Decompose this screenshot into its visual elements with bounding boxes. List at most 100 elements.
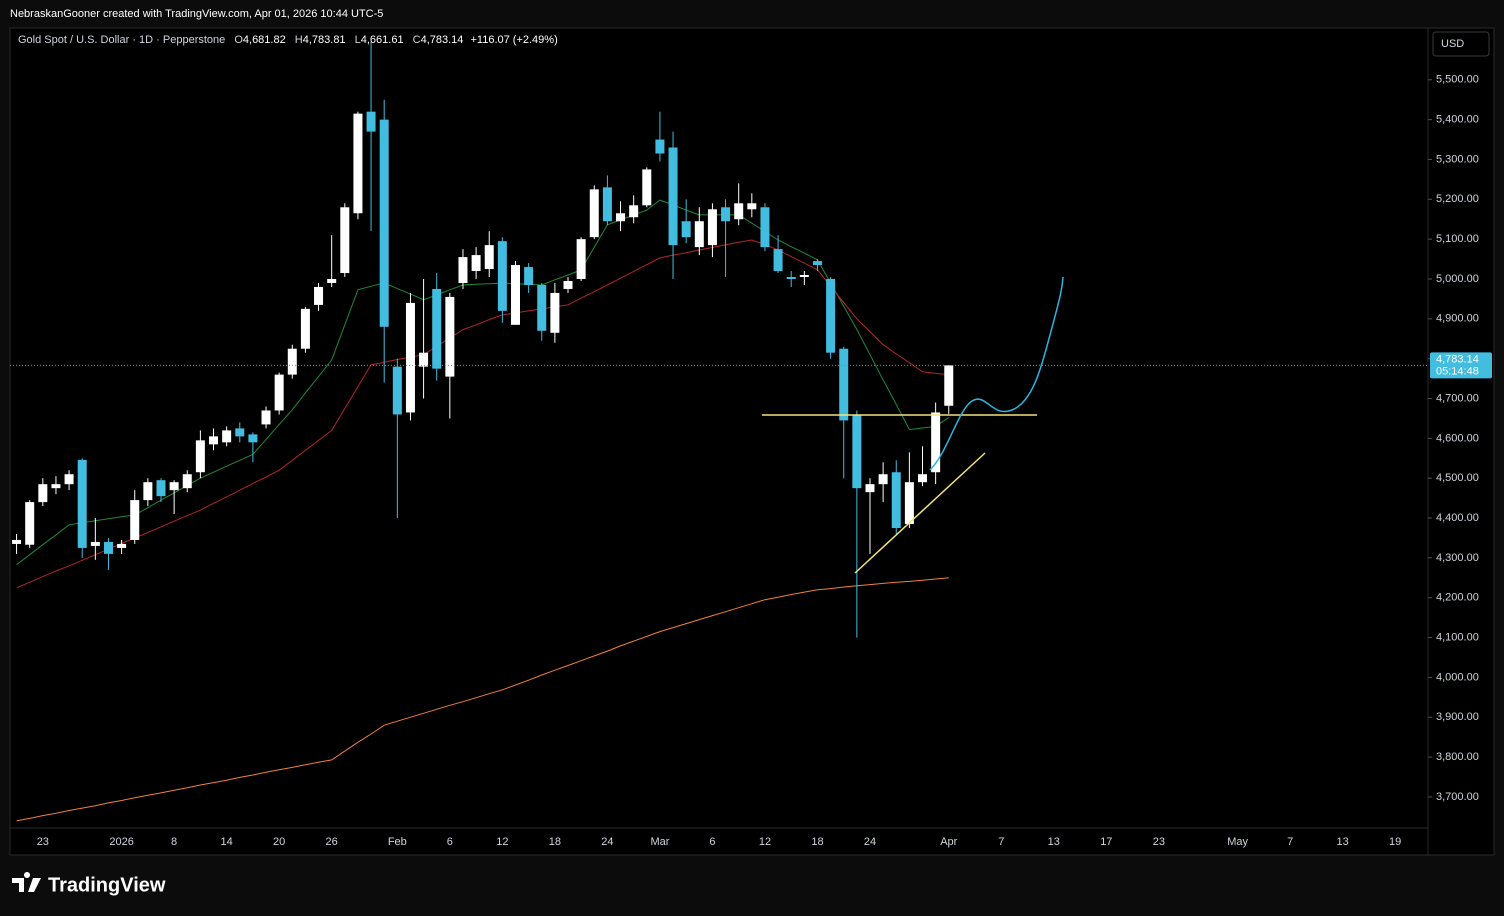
x-tick-label: 26 xyxy=(326,836,338,848)
close-label: C xyxy=(412,34,421,46)
candle-body xyxy=(537,284,547,331)
candle-body xyxy=(694,221,704,248)
candle-body xyxy=(314,286,324,305)
low-label: L xyxy=(354,34,361,46)
candle-body xyxy=(799,275,809,278)
candle-body xyxy=(668,147,678,246)
candle-body xyxy=(891,472,901,528)
low-value: 4,661.61 xyxy=(360,34,404,46)
candle-body xyxy=(681,221,691,238)
candle-body xyxy=(826,278,836,353)
candle-body xyxy=(64,474,74,485)
x-tick-label: 2026 xyxy=(109,836,133,848)
candle-body xyxy=(944,365,954,406)
projection-curve xyxy=(929,276,1064,471)
candle-body xyxy=(931,412,941,473)
candle-body xyxy=(117,543,127,548)
candle-body xyxy=(747,203,757,210)
x-tick-label: 24 xyxy=(864,836,876,848)
y-tick-label: 4,000.00 xyxy=(1436,671,1479,683)
candle-body xyxy=(852,414,862,489)
y-tick-label: 5,400.00 xyxy=(1436,114,1479,126)
x-tick-label: Apr xyxy=(940,836,957,848)
price-tag xyxy=(1430,352,1492,379)
trend-line xyxy=(854,452,986,574)
candle-body xyxy=(524,267,534,285)
y-tick-label: 4,300.00 xyxy=(1436,552,1479,564)
x-tick-label: 23 xyxy=(1153,836,1165,848)
x-tick-label: 13 xyxy=(1048,836,1060,848)
x-tick-label: 6 xyxy=(709,836,715,848)
candle-body xyxy=(904,482,914,525)
candle-body xyxy=(419,352,429,367)
x-tick-label: 23 xyxy=(37,836,49,848)
y-tick-label: 4,700.00 xyxy=(1436,392,1479,404)
price-tag-value: 4,783.14 xyxy=(1436,353,1479,365)
y-tick-label: 5,200.00 xyxy=(1436,193,1479,205)
candle-body xyxy=(918,474,928,483)
candle-body xyxy=(353,113,363,214)
candle-body xyxy=(812,261,822,266)
x-tick-label: Mar xyxy=(650,836,669,848)
candle-body xyxy=(392,366,402,415)
ma-line xyxy=(16,199,950,566)
candle-body xyxy=(642,169,652,206)
currency[interactable]: USD xyxy=(1441,38,1464,50)
tradingview-logo: TradingView xyxy=(12,872,166,896)
candle-body xyxy=(484,245,494,270)
candle-body xyxy=(471,255,481,272)
header: NebraskanGooner created with TradingView… xyxy=(10,8,384,20)
close-value: 4,783.14 xyxy=(420,34,464,46)
x-tick-label: 18 xyxy=(811,836,823,848)
x-tick-label: 6 xyxy=(447,836,453,848)
candle-body xyxy=(432,288,442,369)
x-tick-label: 19 xyxy=(1389,836,1401,848)
candle-body xyxy=(839,348,849,421)
candle-body xyxy=(130,500,140,540)
y-tick-label: 4,900.00 xyxy=(1436,313,1479,325)
candle-body xyxy=(77,459,87,548)
candle-body xyxy=(563,280,573,289)
candle-body xyxy=(405,302,415,413)
candle-body xyxy=(510,265,520,325)
candle-body xyxy=(327,278,337,283)
y-tick-label: 3,700.00 xyxy=(1436,791,1479,803)
candle-body xyxy=(379,119,389,327)
candle-body xyxy=(209,436,219,445)
candle-body xyxy=(274,374,284,411)
x-tick-label: 14 xyxy=(221,836,233,848)
candle-body xyxy=(156,480,166,497)
x-tick-label: 12 xyxy=(496,836,508,848)
x-tick-label: 20 xyxy=(273,836,285,848)
drawings xyxy=(762,276,1064,574)
candle-body xyxy=(235,428,245,437)
y-tick-label: 3,900.00 xyxy=(1436,711,1479,723)
x-tick-label: May xyxy=(1227,836,1248,848)
y-tick-label: 4,400.00 xyxy=(1436,512,1479,524)
candle-body xyxy=(878,474,888,485)
x-tick-label: 12 xyxy=(759,836,771,848)
y-tick-label: 5,500.00 xyxy=(1436,74,1479,86)
x-tick-label: Feb xyxy=(388,836,407,848)
open-label: O xyxy=(234,34,243,46)
candle-body xyxy=(760,207,770,248)
open-value: 4,681.82 xyxy=(242,34,286,46)
x-tick-label: 24 xyxy=(601,836,613,848)
x-tick-label: 7 xyxy=(998,836,1004,848)
x-tick-label: 17 xyxy=(1100,836,1112,848)
candle-body xyxy=(773,249,783,272)
currency-button[interactable] xyxy=(1432,31,1490,57)
candle-body xyxy=(51,484,61,489)
x-tick-label: 13 xyxy=(1337,836,1349,848)
y-tick-label: 4,200.00 xyxy=(1436,592,1479,604)
candle-body xyxy=(340,207,350,274)
candle-body xyxy=(602,187,612,222)
candle-body xyxy=(12,539,22,544)
candle-body xyxy=(90,541,100,546)
price-tag-countdown: 05:14:48 xyxy=(1436,365,1479,377)
high-value: 4,783.81 xyxy=(302,34,346,46)
candle-body xyxy=(589,189,599,238)
logo-text: TradingView xyxy=(48,874,166,896)
